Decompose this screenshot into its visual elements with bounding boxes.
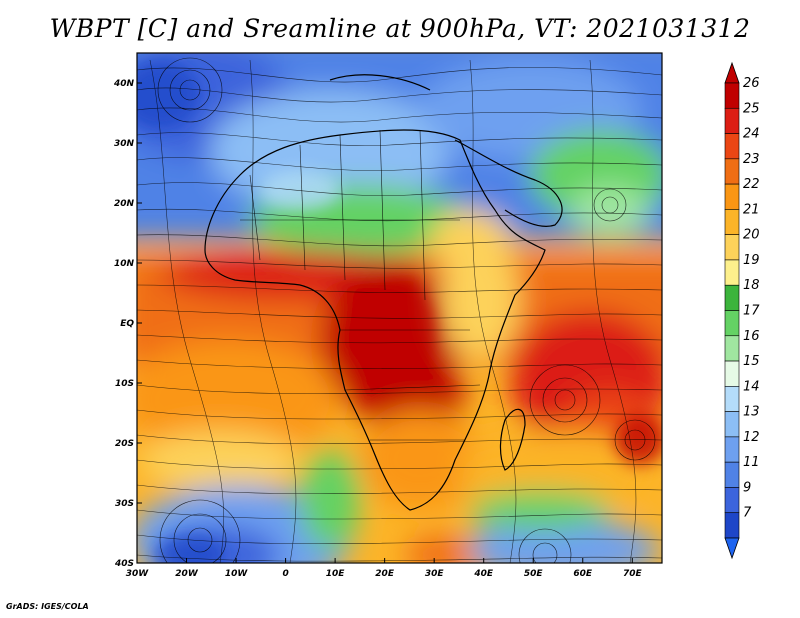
footer-credit: GrADS: IGES/COLA [6, 602, 89, 611]
colorbar: 26 25 24 23 22 21 20 19 18 17 16 15 14 13 12 11 9 7 [724, 61, 760, 560]
colorbar-label: 7 [743, 506, 752, 521]
x-axis: 30W 20W 10W 0 10E 20E 30E 40E 50E 60E 70E [126, 558, 643, 579]
streamlines [137, 59, 662, 563]
x-tick-label: 70E [623, 569, 643, 579]
colorbar-label: 22 [743, 177, 760, 192]
colorbar-label: 15 [743, 354, 760, 369]
y-tick-label: 40S [114, 559, 134, 569]
x-tick-label: 20E [375, 569, 395, 579]
x-tick-label: 50E [524, 569, 544, 579]
colorbar-label: 24 [743, 127, 760, 142]
colorbar-swatch [724, 411, 740, 438]
x-tick-label: 10W [225, 569, 249, 579]
x-tick-label: 10E [326, 569, 346, 579]
colorbar-label: 17 [743, 304, 760, 319]
map-title: WBPT [C] and Sreamline at 900hPa, VT: 20… [49, 14, 751, 43]
y-tick-label: EQ [120, 319, 134, 329]
colorbar-label: 9 [743, 480, 751, 495]
colorbar-swatch [724, 487, 740, 514]
y-tick-label: 30N [114, 139, 135, 149]
colorbar-swatch [724, 183, 740, 210]
colorbar-swatch [724, 234, 740, 261]
x-tick-label: 20W [175, 569, 199, 579]
colorbar-swatch [724, 335, 740, 362]
x-tick-label: 30E [425, 569, 445, 579]
colorbar-top-extend [724, 61, 740, 84]
plot-frame [136, 52, 663, 564]
colorbar-label: 25 [743, 101, 760, 116]
colorbar-swatch [724, 386, 740, 412]
wbpt-field [137, 53, 662, 563]
colorbar-label: 16 [743, 329, 760, 344]
y-tick-label: 40N [113, 79, 135, 89]
colorbar-label: 14 [743, 379, 760, 394]
colorbar-swatch [724, 360, 740, 387]
colorbar-label: 11 [743, 455, 760, 470]
colorbar-label: 12 [743, 430, 760, 445]
x-tick-label: 30W [126, 569, 150, 579]
coastlines [204, 74, 563, 511]
colorbar-label: 23 [743, 152, 760, 167]
colorbar-label: 26 [743, 76, 760, 91]
colorbar-swatch [724, 461, 740, 488]
colorbar-label: 21 [743, 202, 760, 217]
colorbar-swatch [724, 512, 740, 539]
colorbar-label: 20 [743, 228, 760, 243]
x-tick-label: 60E [573, 569, 593, 579]
vortices [157, 57, 656, 563]
colorbar-swatch [724, 310, 740, 337]
colorbar-label: 13 [743, 405, 760, 420]
y-tick-label: 20N [114, 199, 135, 209]
colorbar-swatch [724, 209, 740, 235]
y-tick-label: 10S [115, 379, 134, 389]
colorbar-swatch [724, 436, 740, 463]
colorbar-swatch [724, 284, 740, 311]
colorbar-swatch [724, 259, 740, 286]
colorbar-swatch [724, 107, 740, 134]
x-tick-label: 0 [282, 569, 288, 579]
y-tick-label: 20S [115, 439, 134, 449]
colorbar-label: 18 [743, 278, 760, 293]
x-tick-label: 40E [473, 569, 494, 579]
y-tick-label: 10N [114, 259, 135, 269]
colorbar-swatch [724, 82, 740, 109]
y-tick-label: 30S [115, 499, 134, 509]
country-borders [240, 129, 481, 441]
y-axis: 40N 30N 20N 10N EQ 10S 20S 30S 40S [113, 79, 142, 569]
colorbar-swatch [724, 133, 740, 160]
colorbar-swatch [724, 158, 740, 185]
colorbar-label: 19 [743, 253, 760, 268]
colorbar-bottom-extend [724, 537, 740, 560]
